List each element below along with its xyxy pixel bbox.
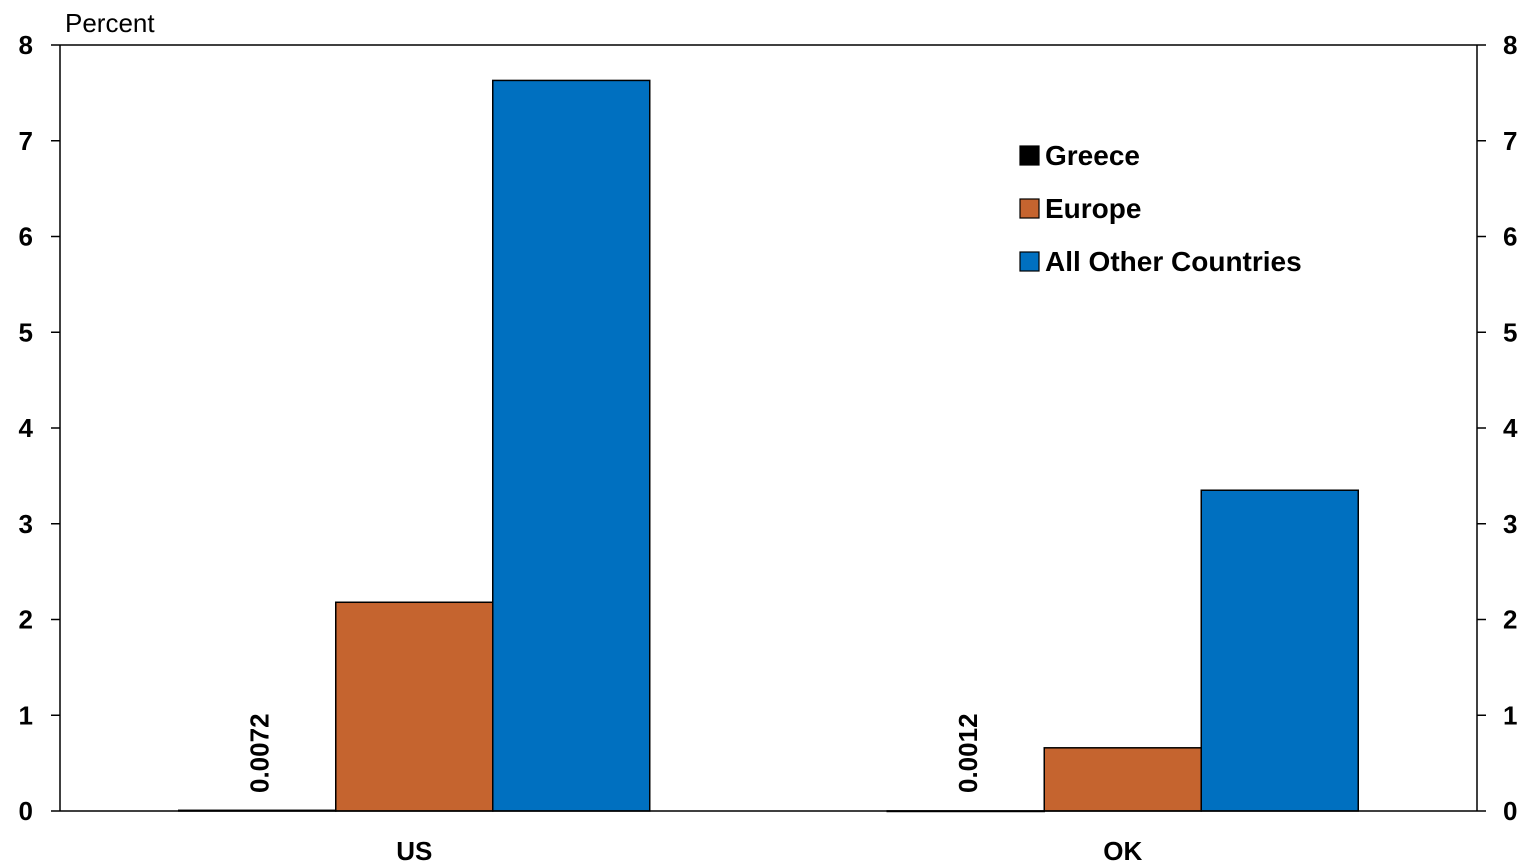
y-tick-label-right: 3: [1503, 509, 1517, 539]
y-tick-label-right: 6: [1503, 222, 1517, 252]
legend-label: Greece: [1045, 140, 1140, 171]
labels-layer: US OK 0.0072 0.0012 0 1 2 3 4 5 6 7 8 0 1 2 3 4 5 6 7 8 Percen…: [19, 8, 1518, 864]
bar-us-all-other-countries: [492, 79, 651, 812]
y-tick-label-right: 0: [1503, 796, 1517, 826]
y-tick-label-right: 1: [1503, 700, 1517, 730]
y-tick-label-left: 2: [19, 605, 33, 635]
legend: Greece Europe All Other Countries: [1019, 140, 1302, 277]
x-tick-label: OK: [1103, 836, 1142, 864]
legend-swatch: [1019, 198, 1040, 219]
y-tick-label-left: 4: [19, 413, 34, 443]
y-unit-label: Percent: [65, 8, 155, 38]
legend-swatch: [1019, 145, 1040, 166]
y-tick-label-left: 5: [19, 317, 33, 347]
y-tick-label-right: 5: [1503, 317, 1517, 347]
y-tick-label-left: 6: [19, 222, 33, 252]
y-tick-label-right: 8: [1503, 30, 1517, 60]
y-tick-label-left: 0: [19, 796, 33, 826]
y-tick-label-left: 3: [19, 509, 33, 539]
bar-ok-all-other-countries: [1200, 489, 1359, 812]
legend-label: Europe: [1045, 193, 1141, 224]
x-tick-label: US: [396, 836, 432, 864]
data-label: 0.0072: [244, 713, 274, 793]
y-tick-label-left: 1: [19, 700, 33, 730]
y-tick-label-left: 8: [19, 30, 33, 60]
axes-layer: [51, 44, 1486, 812]
data-label: 0.0012: [953, 713, 983, 793]
bar-ok-europe: [1043, 747, 1202, 812]
y-tick-label-right: 7: [1503, 126, 1517, 156]
y-tick-label-right: 2: [1503, 605, 1517, 635]
legend-label: All Other Countries: [1045, 246, 1302, 277]
legend-swatch: [1019, 251, 1040, 272]
y-tick-label-left: 7: [19, 126, 33, 156]
y-tick-label-right: 4: [1503, 413, 1518, 443]
bars-layer: [178, 79, 1359, 813]
bar-us-europe: [335, 601, 494, 812]
